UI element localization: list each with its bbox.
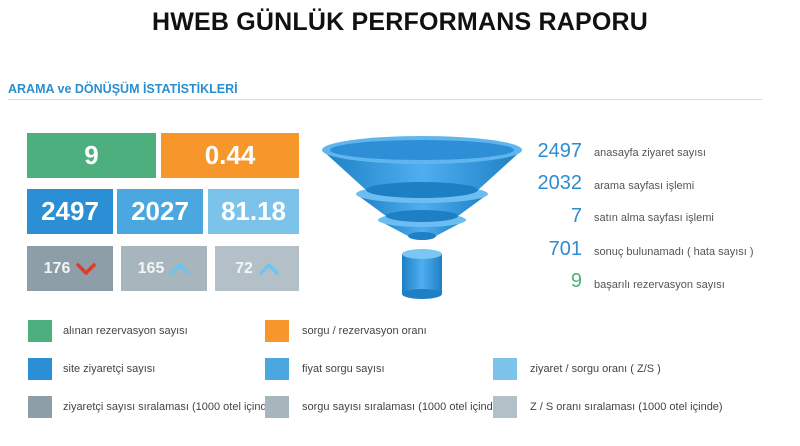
visitor-rank-tile: 176 <box>27 246 113 291</box>
legend-swatch-site-visitors <box>28 358 52 380</box>
checkout-page-actions-value: 7 <box>570 205 582 227</box>
homepage-visits-label: anasayfa ziyaret sayısı <box>594 147 706 159</box>
ratio-rank-value: 72 <box>235 259 253 277</box>
search-page-actions-value: 2032 <box>537 172 583 194</box>
chevron-up-icon <box>259 262 279 275</box>
funnel-graphic <box>318 128 528 305</box>
legend-label-query-rank: sorgu sayısı sıralaması (1000 otel içind… <box>302 401 503 413</box>
no-results-errors-label: sonuç bulunamadı ( hata sayısı ) <box>594 246 754 258</box>
visit-query-ratio-value: 81.18 <box>220 196 287 226</box>
query-reservation-ratio-tile: 0.44 <box>161 133 299 178</box>
checkout-page-actions-label: satın alma sayfası işlemi <box>594 212 714 224</box>
price-queries-tile: 2027 <box>117 189 203 234</box>
visitor-rank-value: 176 <box>43 259 71 277</box>
price-queries-value: 2027 <box>131 196 189 226</box>
legend-swatch-visit-query-ratio <box>493 358 517 380</box>
legend-label-site-visitors: site ziyaretçi sayısı <box>63 363 156 375</box>
legend-label-ratio-rank: Z / S oranı sıralaması (1000 otel içinde… <box>530 401 723 413</box>
section-title: ARAMA ve DÖNÜŞÜM İSTATİSTİKLERİ <box>8 82 238 96</box>
successful-reservations-value: 9 <box>570 270 582 292</box>
successful-reservations-label: başarılı rezervasyon sayısı <box>594 279 725 291</box>
legend-label-reservations: alınan rezervasyon sayısı <box>63 325 188 337</box>
chevron-down-icon <box>76 262 97 275</box>
query-reservation-ratio-value: 0.44 <box>204 140 256 170</box>
site-visitors-value: 2497 <box>41 196 99 226</box>
legend-swatch-price-queries <box>265 358 289 380</box>
legend-swatch-reservations <box>28 320 52 342</box>
legend-swatch-query-reservation-ratio <box>265 320 289 342</box>
legend-label-query-reservation-ratio: sorgu / rezervasyon oranı <box>302 325 427 337</box>
ratio-rank-tile: 72 <box>215 246 299 291</box>
report-title: HWEB GÜNLÜK PERFORMANS RAPORU <box>151 8 649 36</box>
search-page-actions-label: arama sayfası işlemi <box>594 180 695 192</box>
legend-label-visit-query-ratio: ziyaret / sorgu oranı ( Z/S ) <box>530 363 661 375</box>
no-results-errors-value: 701 <box>548 238 582 260</box>
legend-label-price-queries: fiyat sorgu sayısı <box>302 363 385 375</box>
legend-swatch-visitor-rank <box>28 396 52 418</box>
visit-query-ratio-tile: 81.18 <box>208 189 299 234</box>
legend-label-visitor-rank: ziyaretçi sayısı sıralaması (1000 otel i… <box>63 401 277 413</box>
legend-swatch-query-rank <box>265 396 289 418</box>
legend-swatch-ratio-rank <box>493 396 517 418</box>
reservations-tile: 9 <box>27 133 156 178</box>
query-rank-value: 165 <box>137 259 165 277</box>
reservations-value: 9 <box>84 140 99 170</box>
site-visitors-tile: 2497 <box>27 189 113 234</box>
query-rank-tile: 165 <box>121 246 207 291</box>
homepage-visits-value: 2497 <box>537 140 583 162</box>
section-divider <box>8 99 762 100</box>
chevron-up-icon <box>170 262 191 275</box>
